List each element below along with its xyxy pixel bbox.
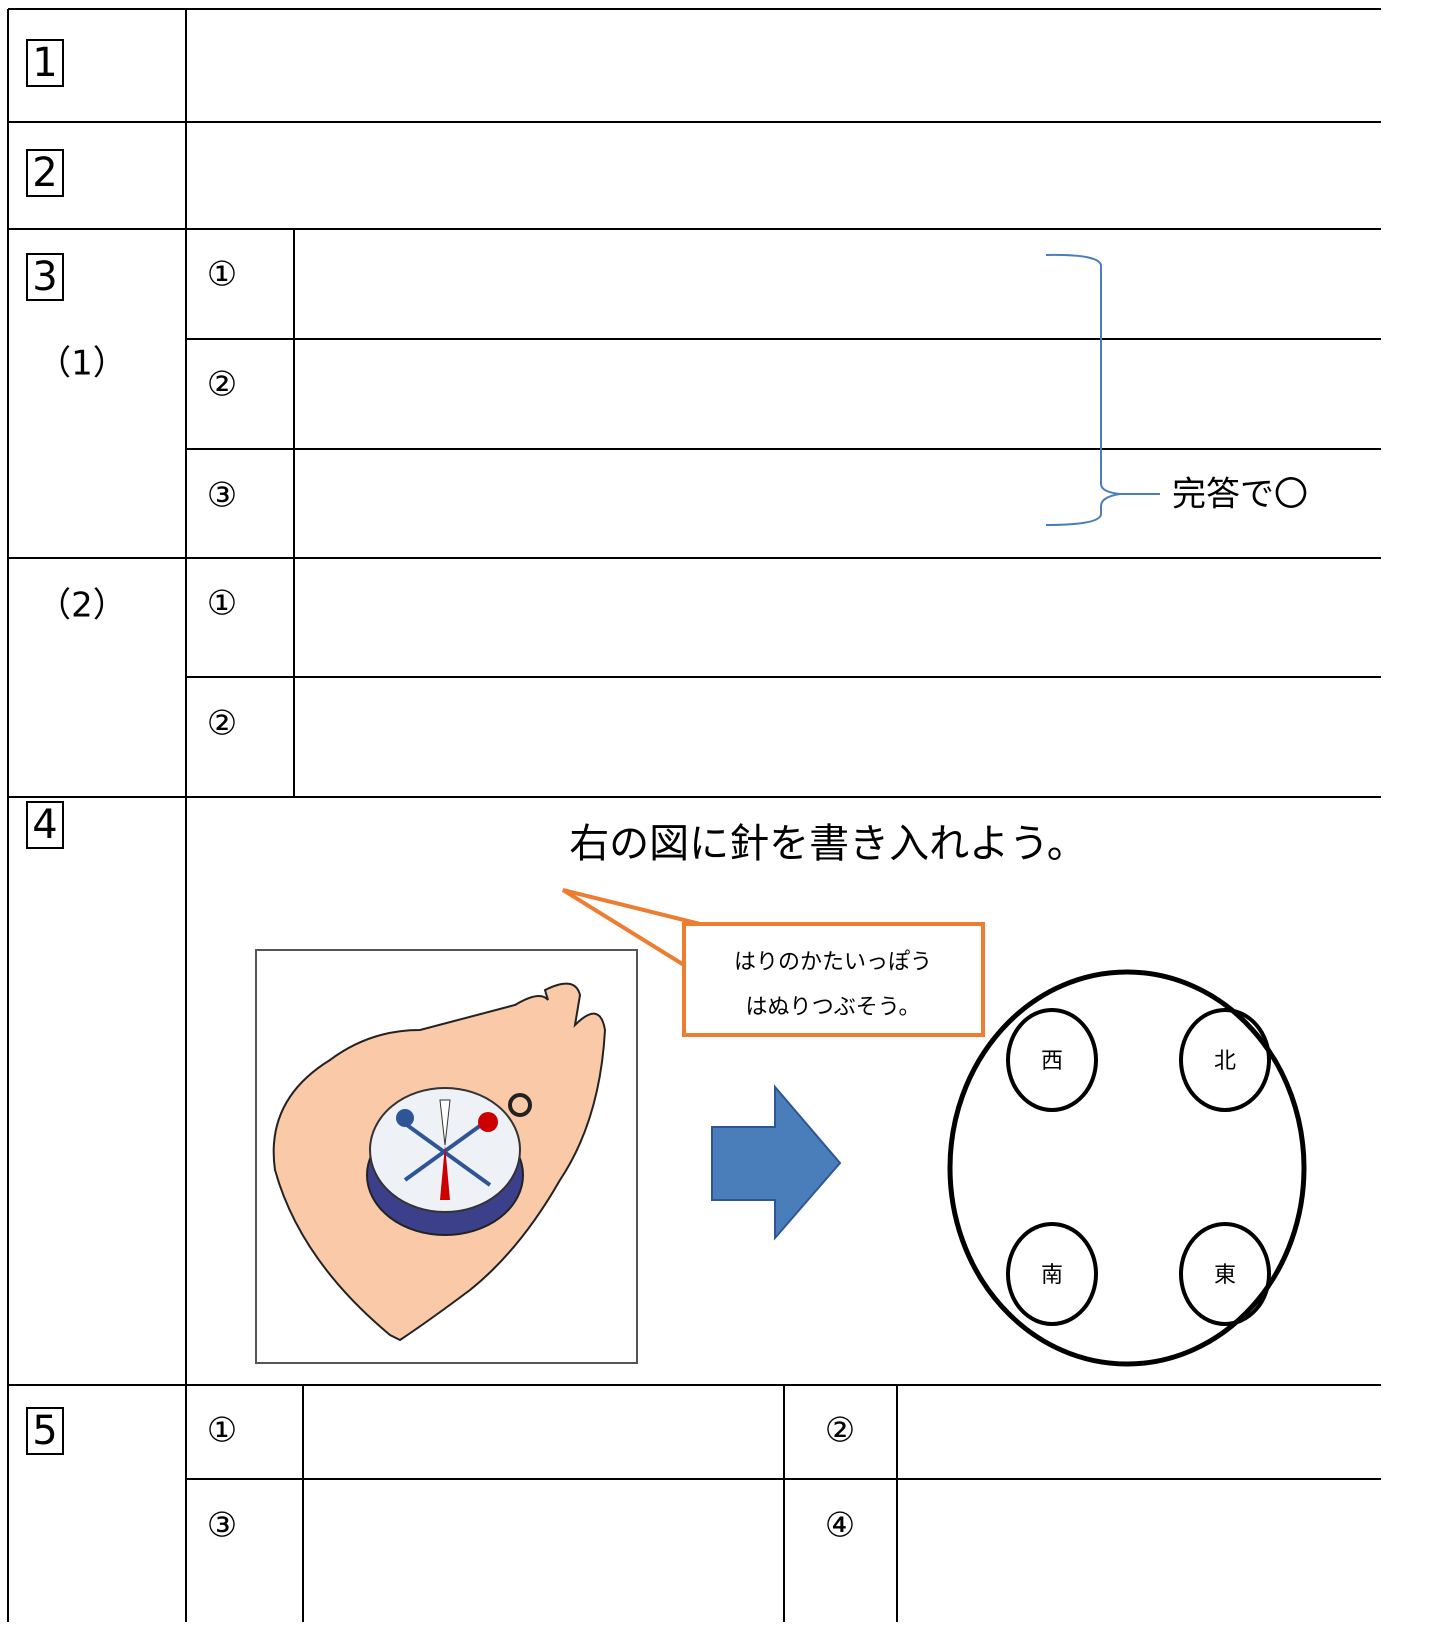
bracket (1045, 253, 1160, 526)
direction: 東 (1214, 1263, 1236, 1288)
part-label: （2） (37, 586, 127, 626)
callout-text: はりのかたいっぽう (734, 950, 932, 975)
compass-illustration (255, 949, 638, 1364)
section-number: 3 (32, 254, 57, 300)
table-grid (7, 8, 1381, 1622)
direction: 北 (1214, 1049, 1236, 1074)
callout-text: はぬりつぶそう。 (746, 995, 921, 1020)
section-number: 5 (32, 1408, 57, 1454)
item-number: ② (825, 1411, 855, 1451)
direction: 南 (1041, 1263, 1063, 1288)
item-number: ① (207, 255, 237, 295)
compass-diagram (947, 969, 1307, 1367)
section-number: 2 (32, 150, 57, 196)
item-number: ② (207, 704, 237, 744)
item-number: ② (207, 365, 237, 405)
item-number: ① (207, 584, 237, 624)
section-number: 4 (32, 802, 57, 848)
note: 完答で〇 (1172, 475, 1308, 515)
part-label: （1） (37, 344, 127, 384)
item-number: ④ (825, 1506, 855, 1546)
instruction: 右の図に針を書き入れよう。 (569, 821, 1087, 867)
number-boxes (26, 39, 64, 1455)
item-number: ③ (207, 476, 237, 516)
item-number: ① (207, 1411, 237, 1451)
callout (561, 888, 985, 1037)
direction: 西 (1041, 1049, 1063, 1074)
arrow (711, 1084, 842, 1241)
item-number: ③ (207, 1506, 237, 1546)
section-number: 1 (32, 40, 57, 86)
